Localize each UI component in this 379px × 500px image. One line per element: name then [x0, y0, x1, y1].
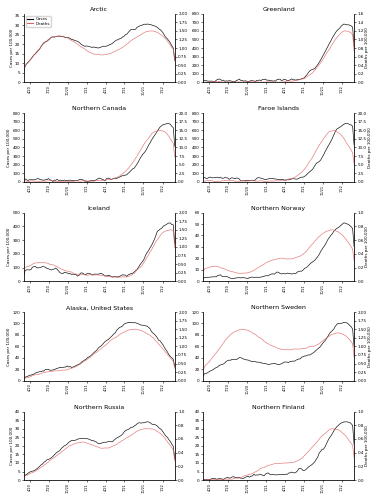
Y-axis label: Deaths per 100,000: Deaths per 100,000 — [368, 326, 372, 367]
Title: Alaska, United States: Alaska, United States — [66, 306, 133, 310]
Y-axis label: Cases per 100,000: Cases per 100,000 — [9, 29, 14, 67]
Title: Iceland: Iceland — [88, 206, 111, 211]
Title: Faroe Islands: Faroe Islands — [258, 106, 299, 112]
Title: Northern Norway: Northern Norway — [252, 206, 305, 211]
Y-axis label: Cases per 100,000: Cases per 100,000 — [9, 426, 14, 465]
Y-axis label: Cases per 100,000: Cases per 100,000 — [7, 128, 11, 166]
Title: Northern Sweden: Northern Sweden — [251, 306, 306, 310]
Title: Greenland: Greenland — [262, 7, 295, 12]
Title: Northern Russia: Northern Russia — [74, 404, 124, 409]
Y-axis label: Deaths per 100,000: Deaths per 100,000 — [365, 426, 370, 466]
Title: Northern Finland: Northern Finland — [252, 404, 305, 409]
Y-axis label: Deaths per 100,000: Deaths per 100,000 — [368, 127, 372, 168]
Y-axis label: Deaths per 100,000: Deaths per 100,000 — [365, 226, 370, 268]
Y-axis label: Cases per 100,000: Cases per 100,000 — [7, 228, 11, 266]
Y-axis label: Cases per 100,000: Cases per 100,000 — [7, 327, 11, 366]
Legend: Cases, Deaths: Cases, Deaths — [26, 16, 51, 27]
Title: Northern Canada: Northern Canada — [72, 106, 126, 112]
Y-axis label: Deaths per 100,000: Deaths per 100,000 — [365, 28, 370, 68]
Title: Arctic: Arctic — [90, 7, 108, 12]
